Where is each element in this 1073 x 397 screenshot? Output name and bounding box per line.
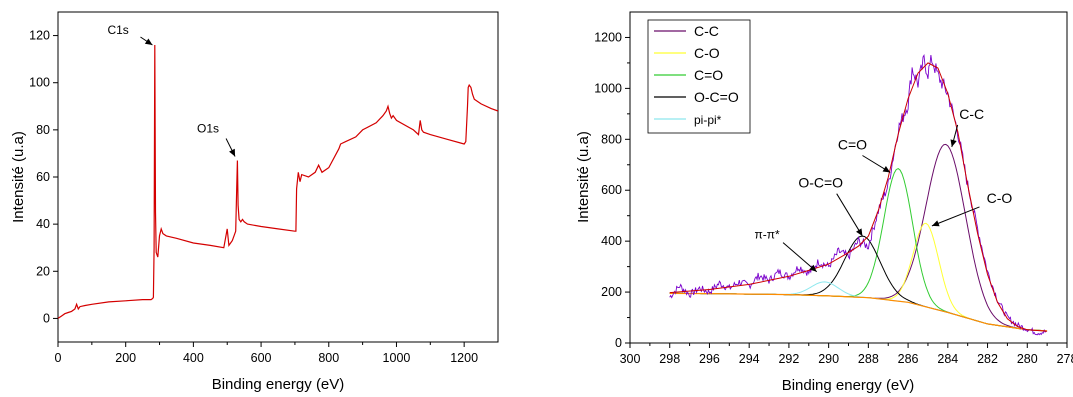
- peak-annotation-arrow-head: [882, 166, 891, 173]
- x-tick-label: 1000: [383, 351, 411, 365]
- y-tick-label: 200: [601, 285, 622, 299]
- c1s-annotations: C-C C-O C=O O-C=O π-π*: [754, 106, 1013, 273]
- component-o-c-o-line: [669, 235, 1046, 332]
- y-tick-label: 40: [36, 217, 50, 231]
- survey-y-axis-label: Intensité (u.a): [10, 131, 27, 223]
- x-tick-label: 282: [977, 352, 998, 366]
- c1s-ticks: 300 298 296 294 292 290 288 286 284 282 280 278 0 200…: [594, 30, 1073, 366]
- survey-spectrum-line: [57, 44, 499, 319]
- peak-annotation-arrow-head: [931, 220, 940, 227]
- x-tick-label: 292: [778, 352, 799, 366]
- peak-annotation-label: C-O: [987, 190, 1013, 206]
- x-tick-label: 288: [858, 352, 879, 366]
- background-line: [669, 292, 1048, 332]
- x-tick-label: 298: [659, 352, 680, 366]
- legend-box: [647, 19, 751, 134]
- x-tick-label: 278: [1057, 352, 1073, 366]
- annotation-label: O1s: [197, 122, 219, 136]
- x-tick-label: 1200: [450, 351, 478, 365]
- peak-annotation-arrow-head: [950, 139, 957, 147]
- survey-chart: 0 200 400 600 800 1000 1200 0 20 40 60 80 100 120 C1s…: [10, 11, 499, 393]
- peak-annotation-arrow-line: [836, 193, 863, 237]
- legend-label: pi-pi*: [694, 113, 722, 127]
- annotation-arrow-head: [229, 148, 236, 157]
- x-tick-label: 294: [739, 352, 760, 366]
- x-tick-label: 284: [937, 352, 958, 366]
- peak-annotation-arrow-line: [782, 242, 818, 273]
- legend-label: C-O: [694, 45, 720, 61]
- y-tick-label: 800: [601, 132, 622, 146]
- legend-label: C-C: [694, 23, 719, 39]
- survey-annotations: C1s O1s: [107, 23, 236, 157]
- peak-annotation-label: O-C=O: [798, 175, 843, 191]
- peak-annotation-arrow-head: [809, 264, 817, 272]
- y-tick-label: 0: [43, 311, 50, 325]
- x-tick-label: 800: [318, 351, 339, 365]
- x-tick-label: 300: [620, 352, 641, 366]
- legend-label: C=O: [694, 67, 723, 83]
- y-tick-label: 1200: [594, 30, 622, 44]
- x-tick-label: 600: [251, 351, 272, 365]
- legend-label: O-C=O: [694, 89, 739, 105]
- y-tick-label: 20: [36, 264, 50, 278]
- annotation-arrow-head: [144, 38, 153, 45]
- survey-ticks: 0 200 400 600 800 1000 1200 0 20 40 60 80 100 120: [29, 29, 478, 365]
- component-c-c-line: [669, 143, 1046, 332]
- x-tick-label: 0: [55, 351, 62, 365]
- peak-annotation-arrow-line: [931, 206, 980, 227]
- c1s-y-axis-label: Intensité (u.a): [575, 131, 592, 223]
- y-tick-label: 60: [36, 170, 50, 184]
- x-tick-label: 400: [183, 351, 204, 365]
- y-tick-label: 400: [601, 234, 622, 248]
- c1s-legend: C-C C-O C=O O-C=O pi-pi*: [647, 19, 751, 134]
- y-tick-label: 100: [29, 76, 50, 90]
- y-tick-label: 600: [601, 183, 622, 197]
- survey-plot-frame: [57, 11, 499, 343]
- x-tick-label: 280: [1017, 352, 1038, 366]
- component-pi-pi--line: [669, 281, 1046, 332]
- c1s-chart: 300 298 296 294 292 290 288 286 284 282 280 278 0 200…: [575, 11, 1073, 394]
- y-tick-label: 80: [36, 123, 50, 137]
- x-tick-label: 296: [699, 352, 720, 366]
- x-tick-label: 290: [818, 352, 839, 366]
- annotation-label: C1s: [107, 23, 128, 37]
- survey-x-axis-label: Binding energy (eV): [212, 376, 345, 393]
- peak-annotation-label: π-π*: [754, 228, 780, 242]
- peak-annotation-label: C=O: [838, 136, 867, 152]
- peak-annotation-label: C-C: [959, 106, 984, 122]
- peak-annotation-arrow-head: [856, 228, 863, 237]
- y-tick-label: 120: [29, 29, 50, 43]
- y-tick-label: 1000: [594, 81, 622, 95]
- x-tick-label: 200: [115, 351, 136, 365]
- c1s-x-axis-label: Binding energy (eV): [782, 377, 915, 394]
- y-tick-label: 0: [615, 336, 622, 350]
- x-tick-label: 286: [898, 352, 919, 366]
